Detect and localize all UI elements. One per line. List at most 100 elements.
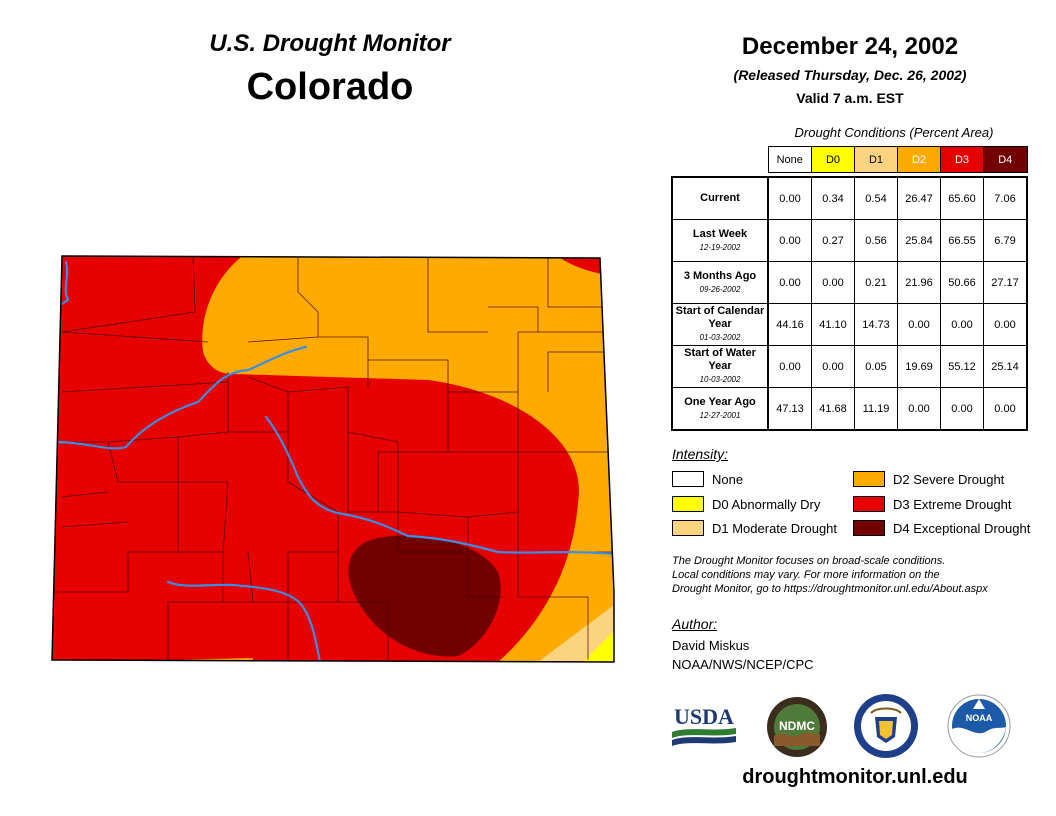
author-heading: Author: [672,616,718,632]
cell-none: 47.13 [767,387,812,431]
cell-d3: 0.00 [940,387,984,431]
release-date: (Released Thursday, Dec. 26, 2002) [733,67,967,83]
cell-d2: 25.84 [897,219,941,262]
ndmc-logo: NDMC [767,697,827,757]
usda-text: USDA [674,704,734,729]
cell-d2: 0.00 [897,387,941,431]
row-label: Last Week 12-19-2002 [671,219,769,262]
cell-d1: 0.54 [854,176,898,220]
legend-item: D1 Moderate Drought [672,520,837,536]
legend-item: D4 Exceptional Drought [853,520,1030,536]
valid-time: Valid 7 a.m. EST [796,90,904,106]
legend-label: D3 Extreme Drought [893,496,1012,512]
cell-d4: 0.00 [983,387,1028,431]
row-label-text: Last Week [692,227,748,240]
legend-label: D1 Moderate Drought [712,520,838,536]
legend-swatch [672,471,704,487]
table-row: 3 Months Ago 09-26-2002 0.00 0.00 0.21 21.96 5… [671,261,1028,304]
row-label: Start of Calendar Year 01-03-2002 [671,303,769,346]
cell-d3: 66.55 [940,219,984,262]
cell-d0: 0.00 [811,345,855,388]
note-line[interactable]: Drought Monitor, go to https://droughtmo… [672,583,988,595]
cell-d0: 41.68 [811,387,855,431]
row-label: 3 Months Ago 09-26-2002 [671,261,769,304]
table-row: Last Week 12-19-2002 0.00 0.27 0.56 25.84 66.5… [671,219,1028,262]
table-corner [672,147,768,173]
row-label-text: Start of Calendar Year [675,305,765,330]
state-name: Colorado [246,66,414,108]
table-row: Start of Calendar Year 01-03-2002 44.16 41.… [671,303,1028,346]
row-date: 01-03-2002 [699,333,741,342]
row-date: 10-03-2002 [699,375,741,384]
cell-d0: 41.10 [811,303,855,346]
disclaimer-note: The Drought Monitor focuses on broad-sca… [672,554,1042,596]
intensity-heading: Intensity: [672,446,729,462]
row-label: One Year Ago 12-27-2001 [671,387,769,431]
legend-swatch [853,520,885,536]
commerce-seal-logo [854,694,918,758]
legend-label: D0 Abnormally Dry [712,496,821,512]
legend-item: D3 Extreme Drought [853,496,1012,512]
legend-swatch [672,496,704,512]
cell-d4: 25.14 [983,345,1028,388]
column-header-d3: D3 [940,146,984,173]
legend-swatch [853,496,885,512]
cell-d3: 65.60 [940,176,984,220]
cell-none: 0.00 [767,219,812,262]
cell-d3: 55.12 [940,345,984,388]
cell-d2: 21.96 [897,261,941,304]
author-organization: NOAA/NWS/NCEP/CPC [672,657,814,672]
legend-label: None [712,471,744,487]
row-date: 12-27-2001 [699,410,741,420]
legend-item: D2 Severe Drought [853,471,1004,487]
cell-none: 0.00 [767,345,812,388]
d4-region [348,535,501,657]
table-row: Start of Water Year 10-03-2002 0.00 0.00 0.0… [671,345,1028,388]
website-link[interactable]: droughtmonitor.unl.edu [742,766,968,788]
colorado-drought-map [51,255,615,663]
note-line: The Drought Monitor focuses on broad-sca… [672,555,946,567]
cell-d2: 0.00 [897,303,941,346]
cell-d1: 14.73 [854,303,898,346]
cell-none: 44.16 [767,303,812,346]
cell-d0: 0.00 [811,261,855,304]
ndmc-text: NDMC [779,719,815,733]
cell-d1: 0.21 [854,261,898,304]
usda-logo: USDA [672,704,736,746]
column-header-d1: D1 [854,146,898,173]
cell-d0: 0.34 [811,176,855,220]
note-line: Local conditions may vary. For more info… [672,569,940,581]
column-header-d4: D4 [983,146,1028,173]
cell-d2: 19.69 [897,345,941,388]
legend-label: D4 Exceptional Drought [893,520,1031,536]
map-date: December 24, 2002 [741,33,959,60]
drought-conditions-table: None D0 D1 D2 D3 D4 Current 0.00 0.34 0.54 26.47 65… [671,146,1028,431]
cell-none: 0.00 [767,176,812,220]
table-row: Current 0.00 0.34 0.54 26.47 65.60 7.06 [671,176,1028,220]
noaa-text: NOAA [966,713,993,723]
legend-swatch [672,520,704,536]
cell-d2: 26.47 [897,176,941,220]
legend-item: None [672,471,743,487]
cell-d4: 7.06 [983,176,1028,220]
cell-d0: 0.27 [811,219,855,262]
column-header-none: None [767,146,812,173]
cell-d3: 0.00 [940,303,984,346]
cell-d4: 6.79 [983,219,1028,262]
cell-d3: 50.66 [940,261,984,304]
legend-item: D0 Abnormally Dry [672,496,820,512]
row-date: 12-19-2002 [699,242,741,252]
cell-none: 0.00 [767,261,812,304]
legend-label: D2 Severe Drought [893,471,1005,487]
row-label-text: 3 Months Ago [683,269,757,282]
cell-d1: 0.05 [854,345,898,388]
cell-d1: 0.56 [854,219,898,262]
row-date: 09-26-2002 [699,284,741,294]
d0-region-se [583,627,614,662]
monitor-title: U.S. Drought Monitor [209,30,451,57]
row-label-text: One Year Ago [684,395,756,408]
noaa-logo: NOAA [947,694,1011,758]
cell-d1: 11.19 [854,387,898,431]
cell-d4: 0.00 [983,303,1028,346]
column-header-d0: D0 [811,146,855,173]
